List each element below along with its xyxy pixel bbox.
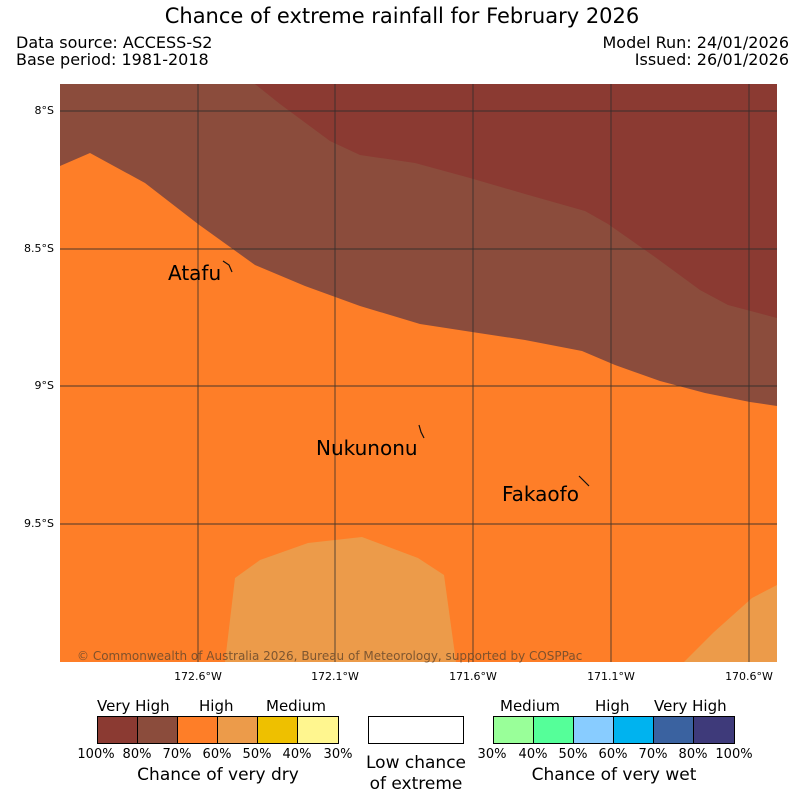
legend-dry-tick: 30% [323, 747, 353, 762]
place-label-nukunonu: Nukunonu [316, 436, 418, 460]
legend-dry-tick: 70% [162, 747, 192, 762]
legend-dry-swatch [137, 716, 178, 744]
legend-wet-tick: 30% [477, 747, 507, 762]
base-period-text: Base period: 1981-2018 [16, 50, 209, 69]
legend-wet-very-high-label: Very High [654, 697, 727, 715]
legend-dry-swatch [217, 716, 258, 744]
copyright-notice: © Commonwealth of Australia 2026, Bureau… [77, 649, 583, 663]
very-high-dry-region [255, 84, 777, 318]
latitude-label: 9°S [34, 379, 54, 392]
legend-low-chance-label: Low chance of extreme [356, 753, 476, 795]
latitude-label: 9.5°S [24, 517, 54, 530]
longitude-label: 172.6°W [174, 670, 222, 683]
data-source-text: Data source: ACCESS-S2 [16, 33, 213, 52]
legend-wet-swatch [693, 716, 735, 744]
legend-dry-tick: 40% [282, 747, 312, 762]
page-title: Chance of extreme rainfall for February … [164, 4, 640, 28]
legend-dry-tick: 60% [202, 747, 232, 762]
place-label-atafu: Atafu [168, 261, 222, 285]
legend-wet-medium-label: Medium [500, 697, 560, 715]
run-info: Model Run: 24/01/2026 Issued: 26/01/2026 [603, 34, 790, 68]
legend-wet-tick: 70% [638, 747, 668, 762]
legend-wet-tick: 100% [715, 747, 753, 762]
data-source-info: Data source: ACCESS-S2 Base period: 1981… [16, 34, 212, 68]
map-canvas [60, 84, 777, 662]
legend-wet-swatch [613, 716, 654, 744]
legend-wet-tick: 50% [558, 747, 588, 762]
legend-dry-medium-label: Medium [266, 697, 326, 715]
place-label-fakaofo: Fakaofo [502, 482, 579, 506]
medium-dry-region-southeast [684, 585, 777, 662]
longitude-label: 170.6°W [725, 670, 773, 683]
longitude-label: 172.1°W [311, 670, 359, 683]
legend-low-chance-swatch [368, 716, 464, 744]
legend-wet-tick: 60% [598, 747, 628, 762]
legend-wet-swatch [533, 716, 574, 744]
legend-dry-high-label: High [199, 697, 234, 715]
legend-low-chance-line2: of extreme [369, 774, 463, 794]
medium-dry-region-south [225, 537, 456, 662]
longitude-label: 171.1°W [587, 670, 635, 683]
legend-dry-swatch [177, 716, 218, 744]
graticule [60, 84, 777, 662]
legend-dry-swatch [97, 716, 138, 744]
issued-text: Issued: 26/01/2026 [634, 50, 789, 69]
legend-wet-high-label: High [595, 697, 630, 715]
nukunonu-outline [418, 424, 425, 439]
rainfall-map[interactable] [60, 84, 777, 662]
legend-wet-tick: 80% [678, 747, 708, 762]
legend-dry-tick: 80% [122, 747, 152, 762]
fakaofo-outline [578, 475, 590, 487]
legend-dry-colorbar [97, 716, 339, 744]
atoll-outlines [222, 260, 590, 487]
atafu-outline [222, 260, 233, 273]
model-run-text: Model Run: 24/01/2026 [602, 33, 790, 52]
legend-wet-swatch [573, 716, 614, 744]
latitude-label: 8°S [34, 104, 54, 117]
legend-dry-very-high-label: Very High [97, 697, 170, 715]
legend-dry-swatch [257, 716, 298, 744]
legend-wet-colorbar [493, 716, 735, 744]
legend-low-chance-line1: Low chance [366, 753, 466, 773]
legend-dry-swatch [297, 716, 339, 744]
legend-dry-tick: 50% [242, 747, 272, 762]
legend-dry-caption: Chance of very dry [137, 765, 299, 785]
legend-dry-tick: 100% [77, 747, 115, 762]
latitude-label: 8.5°S [24, 242, 54, 255]
legend-wet-tick: 40% [518, 747, 548, 762]
legend-wet-swatch [653, 716, 694, 744]
legend-wet-caption: Chance of very wet [531, 765, 697, 785]
longitude-label: 171.6°W [449, 670, 497, 683]
legend-wet-swatch [493, 716, 534, 744]
